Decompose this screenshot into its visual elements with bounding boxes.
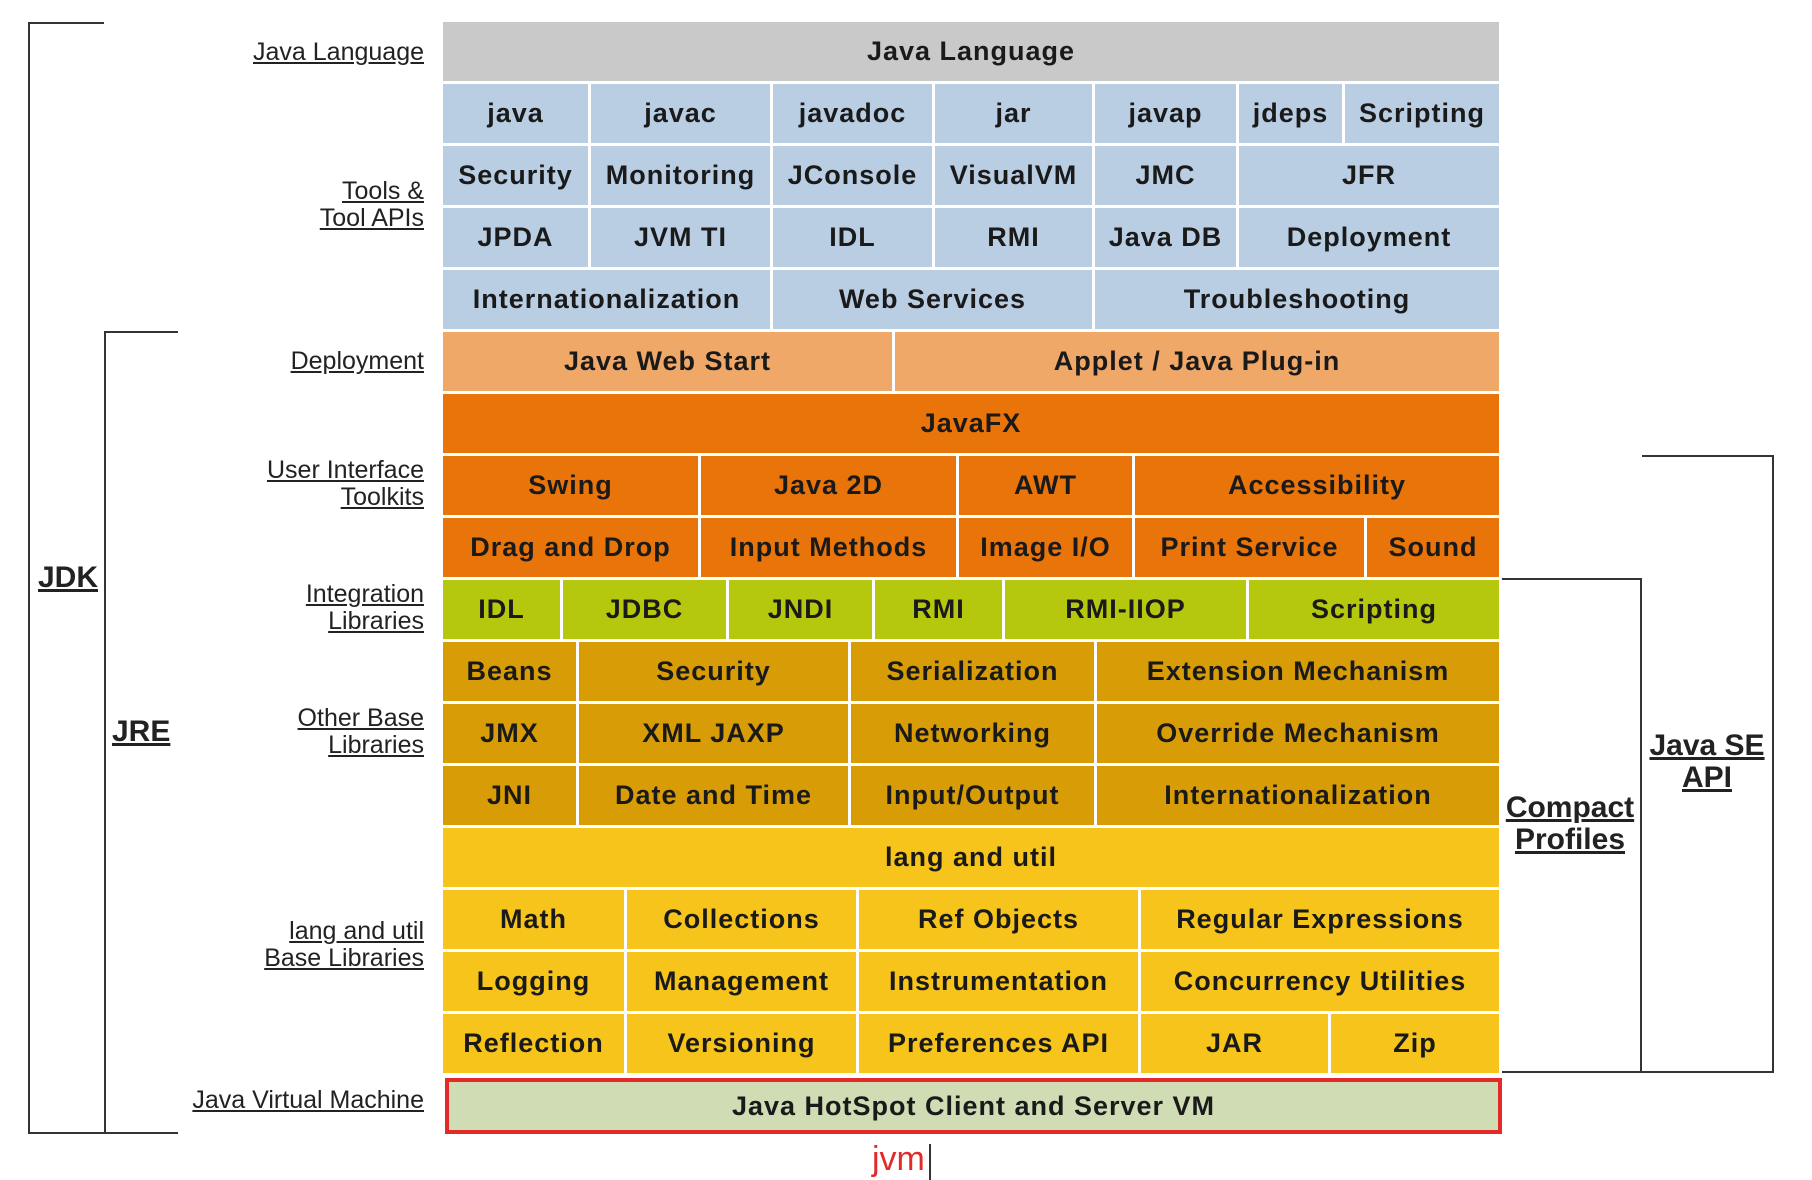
tool-visualvm: VisualVM <box>935 146 1095 208</box>
lang-management: Management <box>627 952 859 1014</box>
tool-rmi: RMI <box>935 208 1095 270</box>
tool-deployment: Deployment <box>1239 208 1502 270</box>
jdk-bracket-top <box>28 22 104 24</box>
jvm-label: Java Virtual Machine <box>192 1086 424 1114</box>
other-date-and-time: Date and Time <box>579 766 851 828</box>
tool-jvm-ti: JVM TI <box>591 208 773 270</box>
tool-javac: javac <box>591 84 773 146</box>
tool-monitoring: Monitoring <box>591 146 773 208</box>
integ-rmi: RMI <box>875 580 1005 642</box>
java-se-api-bracket-bottom <box>1502 1071 1774 1073</box>
jre-bracket-top <box>104 331 178 333</box>
integ-idl: IDL <box>443 580 563 642</box>
lang-math: Math <box>443 890 627 952</box>
tool-troubleshooting: Troubleshooting <box>1095 270 1502 332</box>
ui-java-2d: Java 2D <box>701 456 959 518</box>
lang-preferences-api: Preferences API <box>859 1014 1141 1076</box>
lang-collections: Collections <box>627 890 859 952</box>
tool-scripting: Scripting <box>1345 84 1502 146</box>
other-jmx: JMX <box>443 704 579 766</box>
ui-swing: Swing <box>443 456 701 518</box>
ui-image-io: Image I/O <box>959 518 1135 580</box>
integration-label: Integration Libraries <box>305 580 424 635</box>
tool-jconsole: JConsole <box>773 146 935 208</box>
jvm-hotspot-cell: Java HotSpot Client and Server VM <box>445 1078 1502 1134</box>
other-input-output: Input/Output <box>851 766 1097 828</box>
lang-versioning: Versioning <box>627 1014 859 1076</box>
jdk-label: JDK <box>38 561 99 594</box>
ui-accessibility: Accessibility <box>1135 456 1502 518</box>
java-se-api-bracket-top <box>1642 455 1774 457</box>
integ-rmi-iiop: RMI-IIOP <box>1005 580 1249 642</box>
ui-awt: AWT <box>959 456 1135 518</box>
other-beans: Beans <box>443 642 579 704</box>
compact-profiles-bracket-vertical <box>1640 578 1642 1072</box>
java-se-api-label: Java SE API <box>1649 729 1765 794</box>
lang-util-base-label: lang and util Base Libraries <box>264 917 424 972</box>
jre-label: JRE <box>112 715 171 748</box>
jre-bracket-vertical <box>104 331 106 1134</box>
tool-javap: javap <box>1095 84 1239 146</box>
tool-java-db: Java DB <box>1095 208 1239 270</box>
other-jni: JNI <box>443 766 579 828</box>
tool-idl: IDL <box>773 208 935 270</box>
lang-util-header: lang and util <box>443 828 1502 890</box>
other-base-label: Other Base Libraries <box>297 704 424 759</box>
java-se-api-bracket-vertical <box>1772 455 1774 1073</box>
tool-javadoc: javadoc <box>773 84 935 146</box>
lang-ref-objects: Ref Objects <box>859 890 1141 952</box>
java-language-label: Java Language <box>253 38 424 66</box>
compact-profiles-label: Compact Profiles <box>1505 791 1635 856</box>
other-security: Security <box>579 642 851 704</box>
text-cursor <box>929 1144 931 1180</box>
tool-internationalization: Internationalization <box>443 270 773 332</box>
other-serialization: Serialization <box>851 642 1097 704</box>
tool-jar: jar <box>935 84 1095 146</box>
ui-drag-and-drop: Drag and Drop <box>443 518 701 580</box>
ui-print-service: Print Service <box>1135 518 1367 580</box>
jvm-annotation: jvm <box>872 1140 925 1178</box>
integ-jndi: JNDI <box>729 580 875 642</box>
other-networking: Networking <box>851 704 1097 766</box>
deployment-label: Deployment <box>290 347 424 375</box>
tool-jfr: JFR <box>1239 146 1502 208</box>
tool-java: java <box>443 84 591 146</box>
ui-input-methods: Input Methods <box>701 518 959 580</box>
deploy-java-web-start: Java Web Start <box>443 332 895 394</box>
lang-zip: Zip <box>1331 1014 1502 1076</box>
deploy-applet-plugin: Applet / Java Plug-in <box>895 332 1502 394</box>
lang-instrumentation: Instrumentation <box>859 952 1141 1014</box>
ui-javafx: JavaFX <box>443 394 1502 456</box>
tool-security: Security <box>443 146 591 208</box>
lang-jar: JAR <box>1141 1014 1331 1076</box>
tool-web-services: Web Services <box>773 270 1095 332</box>
ui-toolkits-label: User Interface Toolkits <box>266 456 424 511</box>
tool-jdeps: jdeps <box>1239 84 1345 146</box>
tool-jpda: JPDA <box>443 208 591 270</box>
tool-jmc: JMC <box>1095 146 1239 208</box>
jdk-bracket-vertical <box>28 22 30 1134</box>
integ-scripting: Scripting <box>1249 580 1502 642</box>
compact-profiles-bracket-top <box>1502 578 1642 580</box>
integ-jdbc: JDBC <box>563 580 729 642</box>
other-override-mechanism: Override Mechanism <box>1097 704 1502 766</box>
ui-sound: Sound <box>1367 518 1502 580</box>
tools-label: Tools & Tool APIs <box>319 177 424 232</box>
other-extension-mechanism: Extension Mechanism <box>1097 642 1502 704</box>
lang-regular-expressions: Regular Expressions <box>1141 890 1502 952</box>
lang-logging: Logging <box>443 952 627 1014</box>
jdk-bracket-bottom <box>28 1132 178 1134</box>
other-internationalization: Internationalization <box>1097 766 1502 828</box>
lang-concurrency-utilities: Concurrency Utilities <box>1141 952 1502 1014</box>
lang-reflection: Reflection <box>443 1014 627 1076</box>
other-xml-jaxp: XML JAXP <box>579 704 851 766</box>
java-language-cell: Java Language <box>443 22 1502 84</box>
